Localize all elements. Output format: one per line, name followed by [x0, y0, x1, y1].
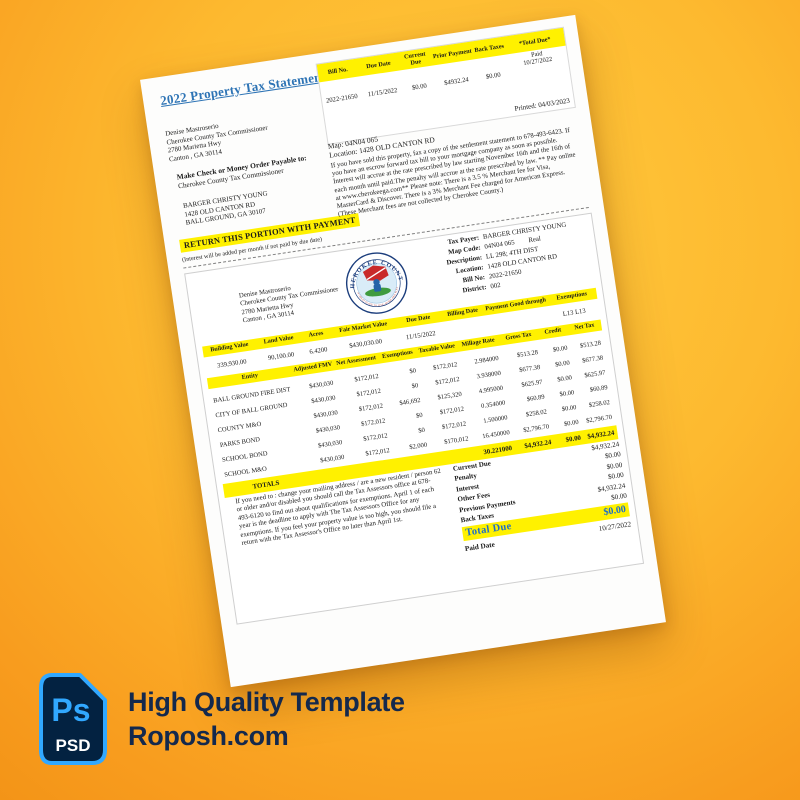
photoshop-file-icon: Ps PSD	[39, 673, 107, 765]
cell: $258.02	[588, 399, 611, 410]
cell: $2,796.70	[585, 413, 613, 425]
cell	[486, 313, 550, 329]
column-header: Due Date	[365, 59, 392, 70]
cell: 90,100.00	[267, 351, 295, 362]
cell: $0.00	[556, 374, 573, 384]
column-header: Fair Market Value	[338, 321, 388, 335]
branding-text: High Quality Template Roposh.com	[128, 685, 405, 753]
cell: $0.00	[561, 404, 577, 414]
cell: $2,796.70	[522, 423, 550, 435]
cell: $2,000	[408, 441, 428, 452]
column-header: Current Due	[403, 50, 426, 67]
column-header: Millage Rate	[461, 337, 496, 349]
cell: $430,030	[319, 453, 345, 465]
cell: $430,030.00	[348, 338, 383, 350]
column-header: Due Date	[405, 314, 431, 325]
bill-summary-table: Bill No. Due Date Current Due Prior Paym…	[315, 26, 576, 145]
branding-line2: Roposh.com	[128, 721, 289, 751]
branding-line1: High Quality Template	[128, 687, 405, 717]
column-header: Exemptions	[381, 349, 414, 361]
summary-value: $0.00	[610, 491, 628, 502]
page-title: 2022 Property Tax Statement	[159, 68, 327, 109]
taxpayer-details: Tax Payer: BARGER CHRISTY YOUNG Map Code…	[417, 221, 574, 303]
cell: $625.97	[583, 369, 606, 380]
cell: $513.28	[579, 339, 602, 350]
cell: $60.89	[589, 384, 609, 394]
column-header: Back Taxes	[473, 42, 505, 54]
column-header: Taxable Value	[418, 343, 456, 355]
column-header: Building Value	[209, 341, 249, 354]
ps-icon-label: Ps	[51, 692, 90, 728]
total-due-value: $0.00	[602, 504, 627, 519]
column-header: *Total Due*	[518, 35, 552, 47]
statement-detail-box: Denise Mastroserio Cherokee County Tax C…	[184, 212, 645, 625]
column-header: Net Tax	[574, 322, 595, 332]
commissioner-address-repeat: Denise Mastroserio Cherokee County Tax C…	[239, 278, 342, 326]
taxpayer-address: BARGER CHRISTY YOUNG 1428 OLD CANTON RD …	[183, 190, 271, 228]
cell: $0	[417, 426, 426, 435]
commissioner-address: Denise Mastroserio Cherokee County Tax C…	[165, 116, 271, 165]
cell: 6.4200	[308, 346, 328, 356]
cell: 16.450000	[481, 429, 511, 441]
column-header: Billing Date	[446, 307, 479, 319]
column-header: Net Assessment	[335, 355, 377, 367]
cell: $0.00	[554, 359, 571, 369]
cell: $0	[415, 411, 424, 420]
column-header: Credit	[544, 327, 562, 336]
column-header: Exemptions	[556, 291, 588, 302]
column-header: Prior Payment	[432, 47, 472, 60]
cell: L13 L13	[562, 307, 587, 318]
psd-icon-label: PSD	[56, 736, 91, 755]
column-header: Bill No.	[327, 65, 349, 76]
column-header: Adjusted FMV	[293, 361, 333, 374]
column-header: Acres	[308, 330, 324, 339]
cell: 11/15/2022	[405, 330, 437, 342]
cell	[443, 322, 487, 335]
cell: $46,692	[398, 397, 421, 408]
cell: $0.00	[552, 344, 569, 354]
cell: $677.38	[581, 354, 604, 365]
cell: $0	[409, 367, 417, 376]
paid-date-value: 10/27/2022	[598, 520, 632, 534]
cell: $0.00	[559, 389, 575, 399]
cell: $170,012	[443, 435, 469, 446]
cell: 339,930.00	[216, 358, 248, 370]
cell: $0	[411, 382, 419, 391]
paid-date-label: Paid Date	[464, 541, 496, 554]
branding-bar: Ps PSD High Quality Template Roposh.com	[38, 672, 405, 766]
cell: $0.00	[563, 418, 580, 428]
column-header: Land Value	[263, 335, 294, 346]
cherokee-county-seal-icon: CHEROKEE COUNTY A GREAT PLACE TO LIVE, W…	[340, 247, 408, 314]
detail-value: 002	[489, 281, 502, 291]
printed-date: Printed: 04/03/2023	[514, 96, 571, 113]
totals-credit: $0.00	[565, 434, 582, 444]
cell: $172,012	[365, 447, 391, 458]
column-header: Gross Tax	[505, 331, 532, 342]
tax-statement-document: 2022 Property Tax Statement Denise Mastr…	[140, 14, 666, 688]
column-header: Payment Good through	[485, 297, 547, 313]
